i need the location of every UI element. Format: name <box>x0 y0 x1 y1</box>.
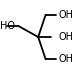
Text: OH: OH <box>58 10 73 20</box>
Text: OH: OH <box>58 54 73 64</box>
Text: OH: OH <box>58 32 73 42</box>
Text: HO: HO <box>0 21 15 31</box>
